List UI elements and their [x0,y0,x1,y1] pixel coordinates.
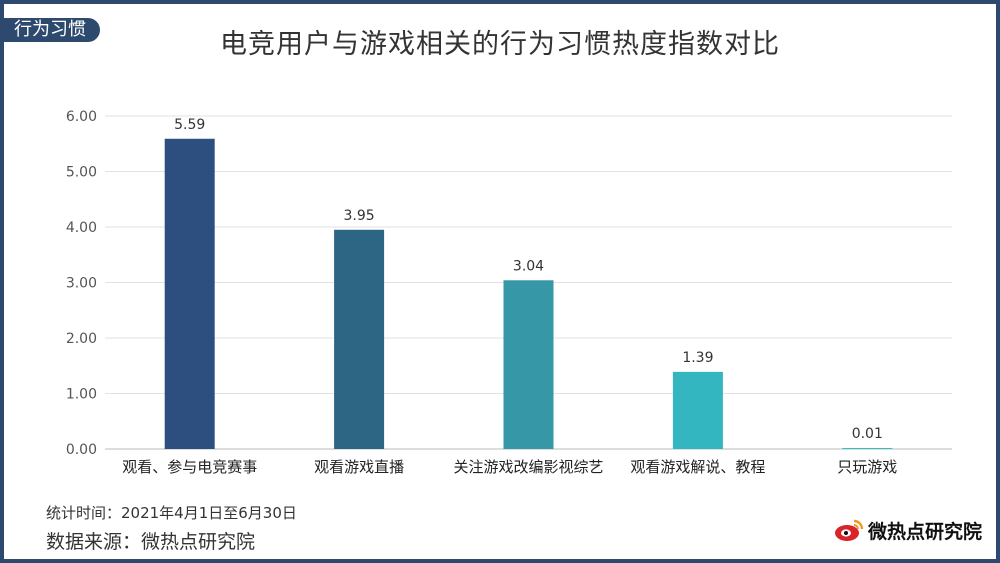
bar-value-label: 3.04 [513,258,544,274]
bar [503,280,554,449]
y-tick-label: 6.00 [66,109,97,125]
chart-title: 电竞用户与游戏相关的行为习惯热度指数对比 [220,29,780,60]
x-category-label: 关注游戏改编影视综艺 [453,458,603,476]
x-category-label: 只玩游戏 [837,458,897,476]
y-tick-label: 2.00 [66,331,97,347]
y-tick-label: 3.00 [66,276,97,292]
y-tick-label: 1.00 [66,387,97,403]
y-tick-label: 5.00 [66,165,97,181]
bar [842,448,893,449]
bar-value-label: 1.39 [682,350,713,366]
section-tag: 行为习惯 [4,18,100,42]
bar-value-label: 3.95 [344,208,375,224]
bar-value-label: 0.01 [852,426,883,442]
stat-period: 统计时间：2021年4月1日至6月30日 [46,504,297,522]
logo-text: 微热点研究院 [867,520,982,543]
bar [672,371,723,449]
bar-value-label: 5.59 [174,117,205,133]
weibo-eye-icon [834,519,864,541]
brand-logo: 微热点研究院 [834,516,982,544]
bar [334,229,385,449]
x-category-label: 观看游戏解说、教程 [630,458,765,476]
x-category-label: 观看、参与电竞赛事 [122,458,257,476]
x-category-label: 观看游戏直播 [314,458,404,476]
y-tick-label: 4.00 [66,220,97,236]
data-source: 数据来源：微热点研究院 [46,531,256,553]
bar [164,138,215,449]
y-tick-label: 0.00 [66,442,97,458]
